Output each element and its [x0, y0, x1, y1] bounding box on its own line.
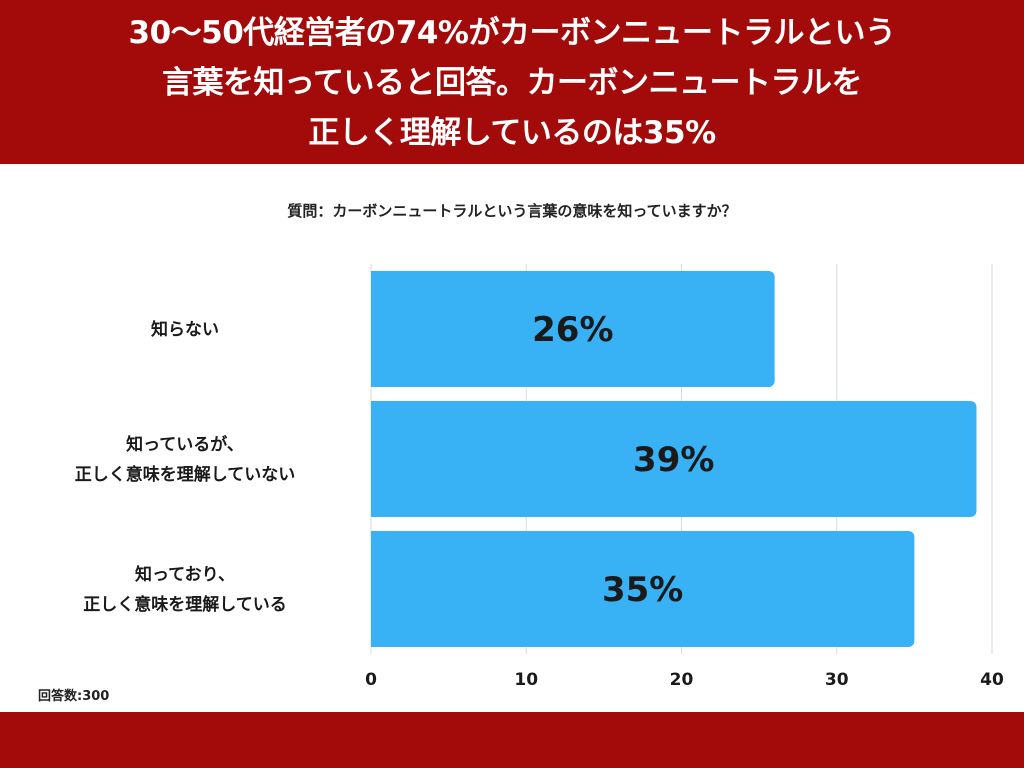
bar-2	[371, 531, 915, 647]
data-label-2: 35%	[602, 570, 683, 610]
data-label-1: 39%	[633, 440, 714, 480]
x-tick-label-30: 30	[825, 670, 849, 690]
category-label-2-line-0: 知っており、	[134, 564, 235, 585]
title-line-2: 言葉を知っていると回答。カーボンニュートラルを	[162, 65, 862, 101]
bar-chart: 0 10 20 30 40 26% 知らない 39% 知っているが、正しく意味を理解していない 3…	[75, 264, 1004, 690]
x-tick-label-40: 40	[980, 670, 1004, 690]
bar-1	[371, 401, 977, 517]
category-label-0-line-0: 知らない	[150, 319, 219, 340]
x-tick-label-20: 20	[670, 670, 694, 690]
x-tick-label-0: 0	[365, 670, 377, 690]
bar-0	[371, 271, 775, 387]
data-label-0: 26%	[532, 310, 613, 350]
title-line-3: 正しく理解しているのは35%	[308, 115, 716, 151]
sample-size-label: 回答数:300	[38, 689, 110, 704]
bar-left-edge-0	[371, 271, 379, 387]
category-label-1-line-0: 知っているが、	[125, 434, 244, 455]
bar-left-edge-1	[371, 401, 379, 517]
x-tick-label-10: 10	[514, 670, 538, 690]
bar-left-edge-2	[371, 531, 379, 647]
survey-question: 質問：カーボンニュートラルという言葉の意味を知っていますか？	[287, 202, 737, 220]
category-label-1-line-1: 正しく意味を理解していない	[75, 464, 296, 485]
title-banner: 30〜50代経営者の74%がカーボンニュートラルという 言葉を知っていると回答。…	[0, 0, 1024, 164]
footer-band	[0, 712, 1024, 768]
title-line-1: 30〜50代経営者の74%がカーボンニュートラルという	[128, 15, 896, 51]
category-label-2-line-1: 正しく意味を理解している	[83, 594, 287, 615]
